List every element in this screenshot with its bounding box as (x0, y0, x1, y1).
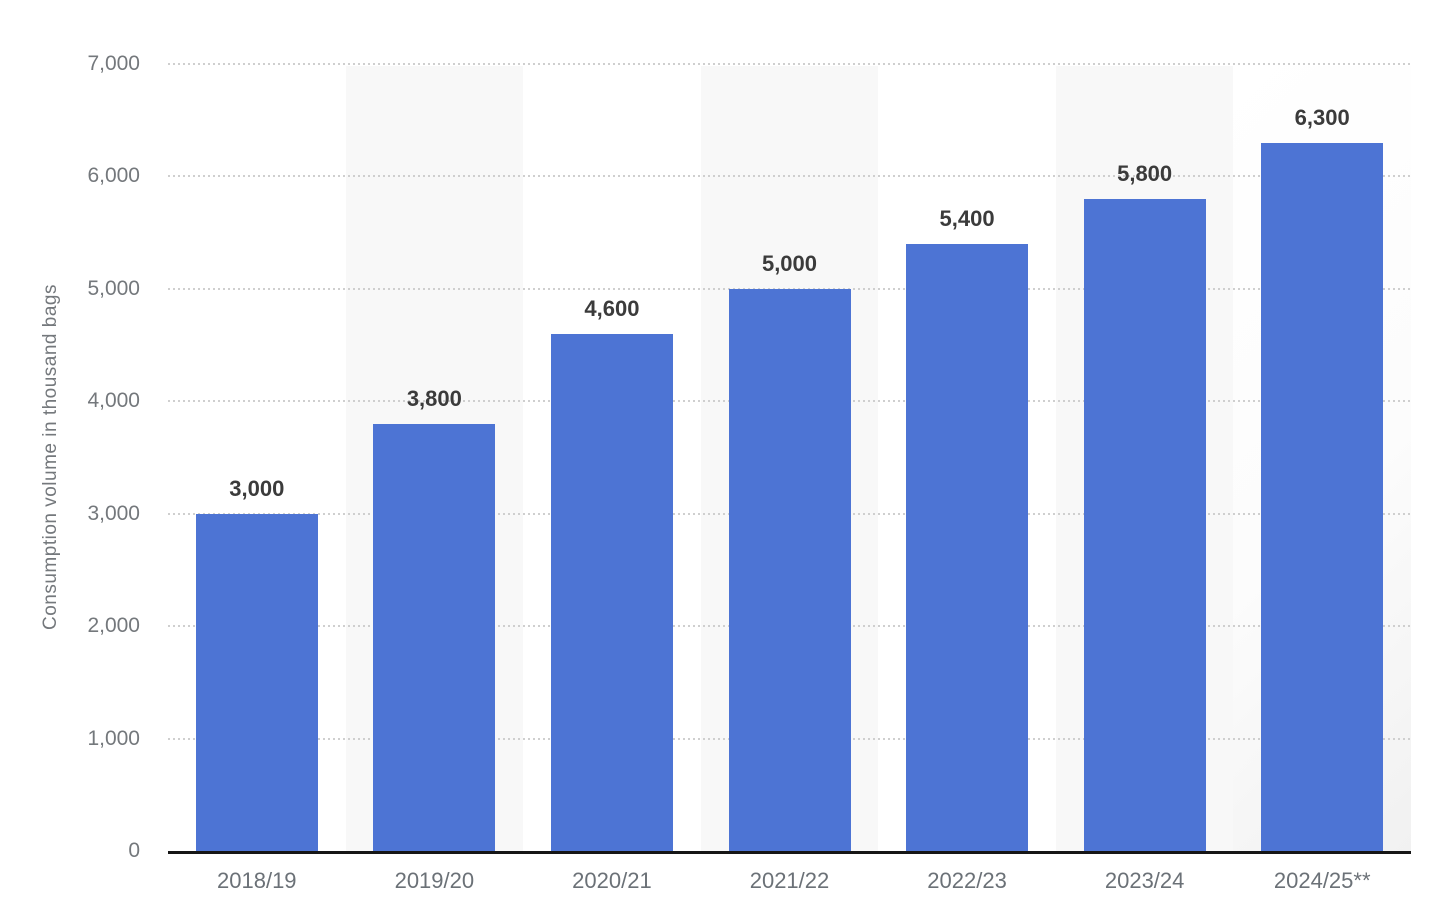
x-axis-label: 2021/22 (749, 868, 830, 893)
x-axis-label: 2022/23 (927, 868, 1007, 893)
bar[interactable] (550, 333, 673, 851)
bar[interactable] (1261, 142, 1384, 851)
y-tick-label: 3,000 (87, 501, 140, 525)
y-tick-label: 5,000 (87, 276, 140, 300)
bar-value-label: 3,800 (406, 385, 462, 411)
bar[interactable] (1083, 198, 1206, 851)
y-tick-label: 6,000 (87, 164, 140, 188)
bar-value-label: 5,800 (1117, 160, 1173, 186)
bar-value-label: 5,400 (939, 205, 995, 231)
bar-value-label: 3,000 (229, 475, 285, 501)
bar[interactable] (728, 288, 851, 851)
y-tick-label: 1,000 (87, 726, 140, 750)
x-axis-label: 2023/24 (1104, 868, 1185, 893)
gridline (168, 287, 1411, 290)
x-axis-label: 2018/19 (217, 868, 297, 893)
y-tick-label: 7,000 (87, 52, 140, 75)
y-tick-label: 4,000 (87, 389, 140, 413)
gridline (168, 175, 1411, 178)
y-tick-label: 2,000 (87, 614, 140, 638)
bar[interactable] (373, 423, 496, 851)
y-tick-label: 0 (128, 839, 140, 862)
x-axis-line (168, 851, 1411, 854)
bar[interactable] (906, 243, 1029, 851)
x-axis-label: 2024/25** (1273, 868, 1371, 893)
bar-value-label: 6,300 (1294, 104, 1350, 130)
bar-value-label: 5,000 (761, 250, 818, 276)
bar[interactable] (195, 513, 318, 851)
plot-area: 3,000 3,800 4,600 5,000 5,400 5,800 6,300 (168, 63, 1411, 851)
x-axis-label: 2019/20 (394, 868, 475, 893)
x-axis-label: 2020/21 (572, 868, 652, 893)
bar-value-label: 4,600 (584, 295, 640, 321)
gridline (168, 63, 1411, 65)
